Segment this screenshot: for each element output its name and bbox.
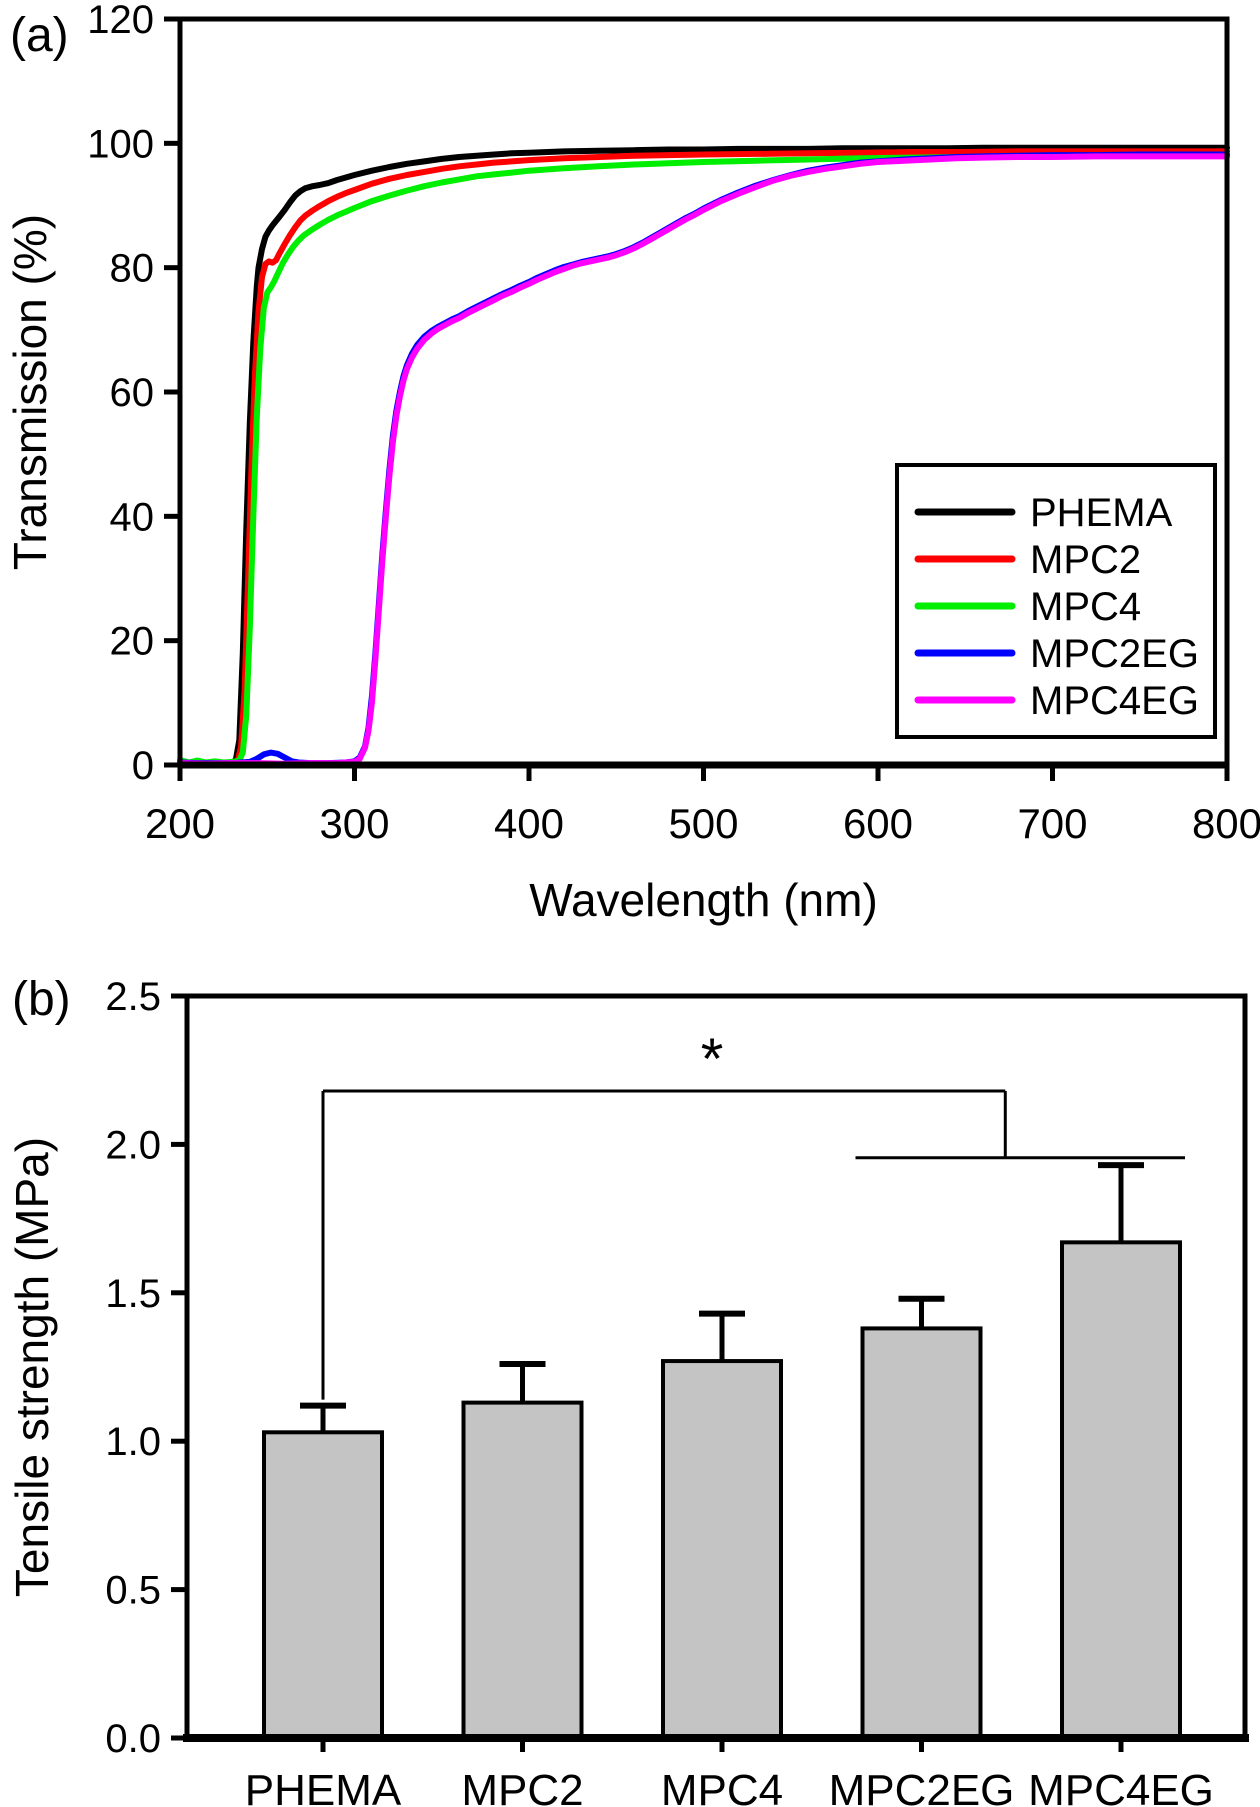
x-tick-label-800: 800	[1192, 800, 1260, 847]
bars-group	[262, 1240, 1182, 1740]
x-axis-title-a: Wavelength (nm)	[529, 874, 878, 926]
y-tick-label-60: 60	[110, 371, 155, 415]
significance-bracket: *	[321, 1027, 1185, 1400]
y-tick-label-b-0.5: 0.5	[105, 1569, 161, 1613]
axis-titles-a: Wavelength (nm) Transmission (%)	[4, 214, 878, 926]
x-tick-label-700: 700	[1017, 800, 1087, 847]
y-tick-label-100: 100	[87, 122, 154, 166]
category-label-PHEMA: PHEMA	[245, 1766, 402, 1807]
axis-ticks-a: 0 20 40 60 80 100 120 200 300 400 500 600 700 800	[87, 0, 1260, 847]
error-bars-group	[300, 1162, 1144, 1433]
legend-item-MPC4EG: MPC4EG	[914, 679, 1199, 723]
category-label-MPC2EG: MPC2EG	[829, 1766, 1015, 1807]
legend-item-MPC2EG: MPC2EG	[914, 632, 1199, 676]
legend-item-PHEMA: PHEMA	[914, 491, 1173, 535]
legend-label-PHEMA: PHEMA	[1030, 491, 1173, 535]
legend-label-MPC2EG: MPC2EG	[1030, 632, 1199, 676]
axis-ticks-b: 0.0 0.5 1.0 1.5 2.0 2.5 PHEMA MPC2 MPC4 MPC2EG MPC…	[105, 975, 1214, 1807]
legend-label-MPC2: MPC2	[1030, 538, 1141, 582]
error-bar-PHEMA	[300, 1402, 346, 1433]
bar-MPC4EG	[1060, 1240, 1182, 1740]
plot-frame-b	[183, 993, 1249, 1742]
y-tick-label-120: 120	[87, 0, 154, 42]
bar-MPC2EG	[860, 1326, 983, 1740]
x-tick-label-500: 500	[668, 800, 738, 847]
legend-item-MPC2: MPC2	[914, 538, 1141, 582]
bar-PHEMA	[262, 1430, 384, 1740]
x-tick-label-200: 200	[145, 800, 215, 847]
series-line-MPC2	[177, 148, 1230, 767]
category-label-MPC4: MPC4	[661, 1766, 783, 1807]
category-label-MPC4EG: MPC4EG	[1028, 1766, 1214, 1807]
bar-MPC2	[461, 1400, 584, 1740]
error-bar-MPC2	[499, 1361, 546, 1403]
x-tick-label-600: 600	[843, 800, 913, 847]
axis-titles-b: Tensile strength (MPa)	[6, 1137, 58, 1597]
y-tick-label-b-2.5: 2.5	[105, 975, 161, 1019]
y-tick-label-b-1.5: 1.5	[105, 1272, 161, 1316]
tensile-strength-bar-chart: * 0.0 0.5 1.0 1.5 2.0 2.5 PHEMA MPC2 MPC4 MPC2EG M…	[6, 975, 1249, 1807]
panel-b-tag: (b)	[12, 973, 71, 1026]
y-tick-label-0: 0	[132, 744, 154, 788]
y-tick-label-40: 40	[110, 495, 155, 539]
legend-label-MPC4: MPC4	[1030, 585, 1141, 629]
y-tick-label-b-0.0: 0.0	[105, 1717, 161, 1761]
error-bar-MPC2EG	[898, 1295, 945, 1329]
y-tick-label-b-1.0: 1.0	[105, 1420, 161, 1464]
significance-asterisk: *	[701, 1027, 724, 1092]
x-tick-label-400: 400	[494, 800, 564, 847]
panel-a-tag: (a)	[10, 9, 69, 62]
y-tick-label-80: 80	[110, 247, 155, 291]
y-tick-label-b-2.0: 2.0	[105, 1123, 161, 1167]
y-axis-title-b: Tensile strength (MPa)	[6, 1137, 58, 1597]
series-line-MPC4EG	[177, 153, 1230, 767]
y-tick-label-20: 20	[110, 620, 155, 664]
error-bar-MPC4EG	[1098, 1162, 1144, 1243]
legend-item-MPC4: MPC4	[914, 585, 1141, 629]
y-axis-title-a: Transmission (%)	[4, 214, 56, 570]
series-line-MPC4	[177, 152, 1230, 766]
error-bar-MPC4	[699, 1310, 745, 1362]
series-line-PHEMA	[177, 144, 1230, 767]
legend-label-MPC4EG: MPC4EG	[1030, 679, 1199, 723]
x-tick-label-300: 300	[319, 800, 389, 847]
bar-MPC4	[661, 1359, 783, 1740]
category-label-MPC2: MPC2	[461, 1766, 583, 1807]
transmission-spectra-chart: 0 20 40 60 80 100 120 200 300 400 500 600 700 800 PHE…	[4, 0, 1260, 926]
